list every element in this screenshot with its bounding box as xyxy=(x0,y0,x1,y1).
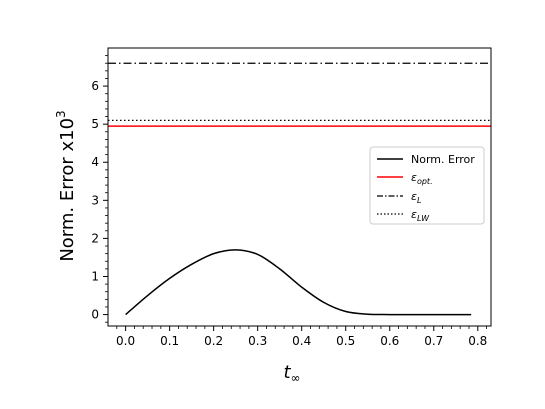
y-axis-label: Norm. Error x103 xyxy=(54,110,78,261)
x-tick-label-1: 0.1 xyxy=(160,334,179,348)
ticks xyxy=(103,55,487,331)
legend-box xyxy=(369,146,485,225)
x-tick-label-8: 0.8 xyxy=(468,334,487,348)
legend-label-eps-lw-sub: LW xyxy=(417,214,430,223)
legend-label-eps-opt: εopt. xyxy=(411,171,433,186)
y-axis-label-text: Norm. Error x10 xyxy=(57,118,78,262)
x-axis-label: t∞ xyxy=(283,362,300,385)
plot-frame xyxy=(107,47,492,327)
legend: Norm. Error εopt. εL εLW xyxy=(369,146,485,225)
x-axis-label-subscript: ∞ xyxy=(291,371,301,385)
x-axis-label-text: t xyxy=(283,362,291,383)
x-tick-label-2: 0.2 xyxy=(204,334,223,348)
legend-label-eps-l: εL xyxy=(411,190,421,205)
y-tick-label-3: 3 xyxy=(91,193,99,207)
legend-label-eps-lw-main: ε xyxy=(411,208,417,221)
y-tick-label-6: 6 xyxy=(91,79,99,93)
y-tick-label-5: 5 xyxy=(91,117,99,131)
legend-label-eps-opt-main: ε xyxy=(411,171,417,184)
x-tick-label-0: 0.0 xyxy=(116,334,135,348)
y-tick-label-4: 4 xyxy=(91,155,99,169)
legend-label-eps-l-main: ε xyxy=(411,190,417,203)
series-line-0 xyxy=(125,249,472,316)
x-tick-label-6: 0.6 xyxy=(380,334,399,348)
x-tick-label-7: 0.7 xyxy=(424,334,443,348)
y-tick-label-0: 0 xyxy=(91,308,99,322)
x-tick-label-4: 0.4 xyxy=(292,334,311,348)
y-tick-label-2: 2 xyxy=(91,231,99,245)
series-lines xyxy=(108,62,491,316)
legend-label-eps-l-sub: L xyxy=(417,196,421,205)
x-tick-label-5: 0.5 xyxy=(336,334,355,348)
legend-label-eps-lw: εLW xyxy=(411,208,430,223)
legend-label-eps-opt-sub: opt. xyxy=(417,177,433,186)
x-tick-label-3: 0.3 xyxy=(248,334,267,348)
legend-label-norm-error: Norm. Error xyxy=(411,153,475,166)
y-axis-label-exponent: 3 xyxy=(54,110,68,118)
tick-labels: 0.0 0.1 0.2 0.3 0.4 0.5 0.6 0.7 0.8 0 1 2 3 4 5 6 xyxy=(91,79,487,348)
y-tick-label-1: 1 xyxy=(91,269,99,283)
